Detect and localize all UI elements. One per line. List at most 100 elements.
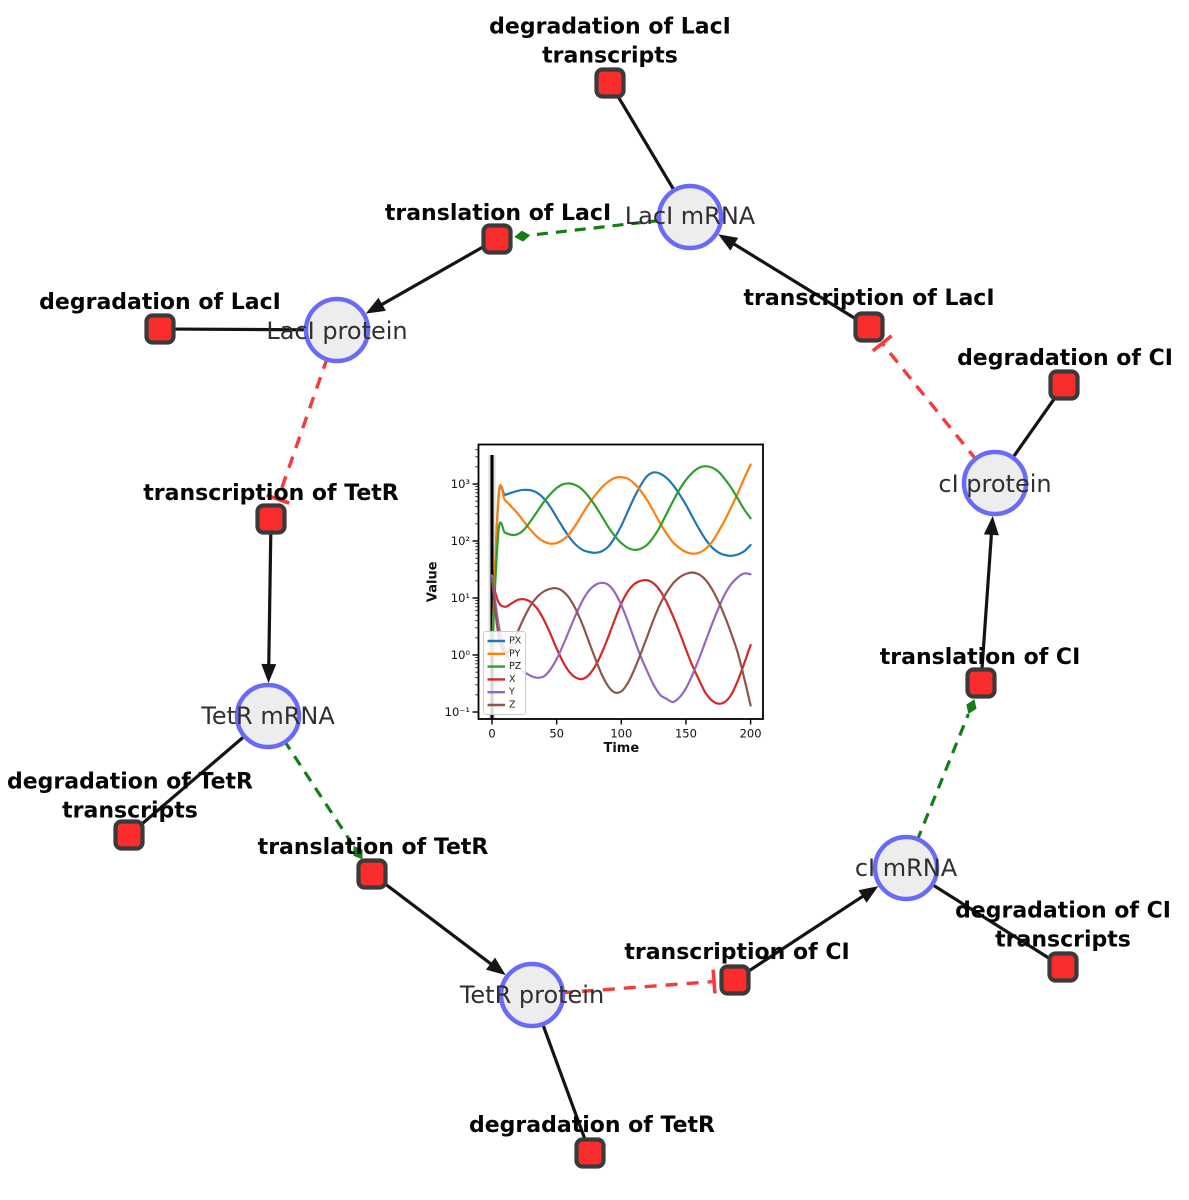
label-text: cI mRNA [855, 854, 958, 882]
series-line-y [490, 572, 752, 704]
y-tick-label: 10⁻¹ [445, 705, 470, 719]
timeseries-chart: 0 50 100 150 20010³10²10¹10⁰10⁻¹TimeValuePXP… [426, 443, 764, 756]
x-tick-label: 0 [488, 727, 495, 741]
modifier-dashed-line [915, 713, 970, 842]
reaction-node-transl-tetr[interactable] [356, 858, 388, 890]
species-node-laci-mrna[interactable] [656, 183, 724, 251]
edge-txn-tetr-tetr-mrna [261, 533, 277, 684]
arrowhead-icon [365, 297, 386, 314]
label-text: LacI protein [266, 317, 407, 345]
reaction-node-txn-tetr[interactable] [255, 503, 287, 535]
x-tick-label: 150 [675, 727, 697, 741]
label-laci-protein: LacI protein [266, 317, 407, 345]
series-line-pz [490, 465, 752, 654]
reaction-node-deg-laci-tx[interactable] [594, 67, 626, 99]
consumption-line [616, 94, 677, 193]
series-line-px [490, 471, 752, 652]
legend-label-pz: PZ [509, 661, 522, 672]
label-text: LacI mRNA [625, 202, 756, 230]
edge-transl-ci-ci-protein [980, 515, 999, 669]
label-line: transcripts [542, 43, 678, 68]
label-txn-tetr: transcription of TetR [143, 481, 399, 506]
modifier-diamond-icon [966, 699, 977, 715]
label-deg-tetr-tx: degradation of TetR transcripts [7, 769, 253, 823]
label-line: degradation of LacI [489, 14, 731, 39]
modifier-diamond-icon [514, 230, 531, 242]
arrowhead-icon [486, 957, 506, 976]
reaction-node-transl-laci[interactable] [481, 223, 513, 255]
arrowhead-icon [261, 663, 277, 684]
x-tick-label: 100 [610, 727, 632, 741]
label-line: degradation of CI [955, 898, 1171, 923]
legend-label-py: PY [509, 648, 521, 659]
label-line: transcription of LacI [743, 286, 994, 311]
label-line: degradation of TetR [469, 1113, 715, 1138]
modifier-dashed-line [282, 739, 355, 847]
label-line: degradation of TetR [7, 769, 253, 794]
arrowhead-icon [858, 886, 879, 903]
label-txn-laci: transcription of LacI [743, 286, 994, 311]
arrowhead-icon [983, 515, 999, 536]
edge-tetr-mrna-deg-tetr-tx [138, 733, 248, 827]
production-line [267, 533, 273, 668]
reaction-node-txn-ci[interactable] [719, 964, 751, 996]
edge-txn-laci-laci-mrna [718, 234, 858, 321]
labels-layer: LacI mRNA LacI protein TetR mRNA TetR prote… [7, 14, 1173, 1138]
edge-ci-mrna-transl-ci [915, 699, 977, 842]
legend-box [483, 631, 526, 715]
legend-label-y: Y [508, 687, 515, 698]
edge-laci-protein-deg-laci [174, 327, 309, 332]
y-tick-label: 10¹ [451, 591, 470, 605]
arrowhead-icon [718, 234, 739, 251]
reaction-node-deg-laci[interactable] [144, 313, 176, 345]
production-line [746, 893, 866, 974]
label-line: translation of TetR [258, 835, 489, 860]
reaction-node-txn-laci[interactable] [853, 311, 885, 343]
inhibition-tbar-icon [711, 969, 717, 994]
label-tetr-protein: TetR protein [459, 981, 604, 1009]
edges-layer [138, 94, 1057, 1140]
label-line: degradation of CI [957, 346, 1173, 371]
inhibition-tbar-icon [871, 334, 893, 353]
label-transl-ci: translation of CI [880, 645, 1081, 670]
label-ci-protein: cI protein [938, 470, 1051, 498]
modifier-diamond-icon [353, 846, 363, 860]
modifier-dashed-line [530, 218, 662, 237]
consumption-line [929, 882, 1052, 961]
y-tick-label: 10⁰ [451, 648, 471, 662]
label-ci-mrna: cI mRNA [855, 854, 958, 882]
label-text: cI protein [938, 470, 1051, 498]
nodes-layer [113, 67, 1080, 1169]
y-tick-label: 10³ [451, 477, 471, 491]
reaction-node-transl-ci[interactable] [965, 667, 997, 699]
label-line: translation of CI [880, 645, 1081, 670]
label-text: TetR mRNA [200, 702, 335, 730]
inhibition-tbar-icon [266, 493, 290, 505]
species-node-tetr-protein[interactable] [498, 961, 566, 1029]
species-node-laci-protein[interactable] [303, 296, 371, 364]
reaction-node-deg-ci-tx[interactable] [1047, 951, 1079, 983]
label-deg-laci: degradation of LacI [39, 290, 281, 315]
series-curves [490, 463, 752, 707]
edge-laci-protein-txn-tetr [266, 356, 330, 505]
label-deg-laci-tx: degradation of LacI transcripts [489, 14, 731, 68]
label-deg-tetr: degradation of TetR [469, 1113, 715, 1138]
species-node-ci-protein[interactable] [961, 449, 1029, 517]
label-transl-tetr: translation of TetR [258, 835, 489, 860]
label-line: transcription of CI [624, 940, 849, 965]
label-tetr-mrna: TetR mRNA [200, 702, 335, 730]
y-axis-title: Value [426, 561, 441, 602]
species-node-tetr-mrna[interactable] [234, 682, 302, 750]
label-laci-mrna: LacI mRNA [625, 202, 756, 230]
reaction-node-deg-tetr-tx[interactable] [113, 819, 145, 851]
species-node-ci-mrna[interactable] [872, 834, 940, 902]
legend-label-px: PX [509, 636, 522, 647]
label-text: TetR protein [459, 981, 604, 1009]
legend-label-x: X [509, 674, 516, 685]
label-transl-laci: translation of LacI [385, 201, 611, 226]
reaction-node-deg-ci[interactable] [1048, 369, 1080, 401]
reaction-node-deg-tetr[interactable] [574, 1137, 606, 1169]
edge-laci-mrna-transl-laci [514, 218, 662, 242]
